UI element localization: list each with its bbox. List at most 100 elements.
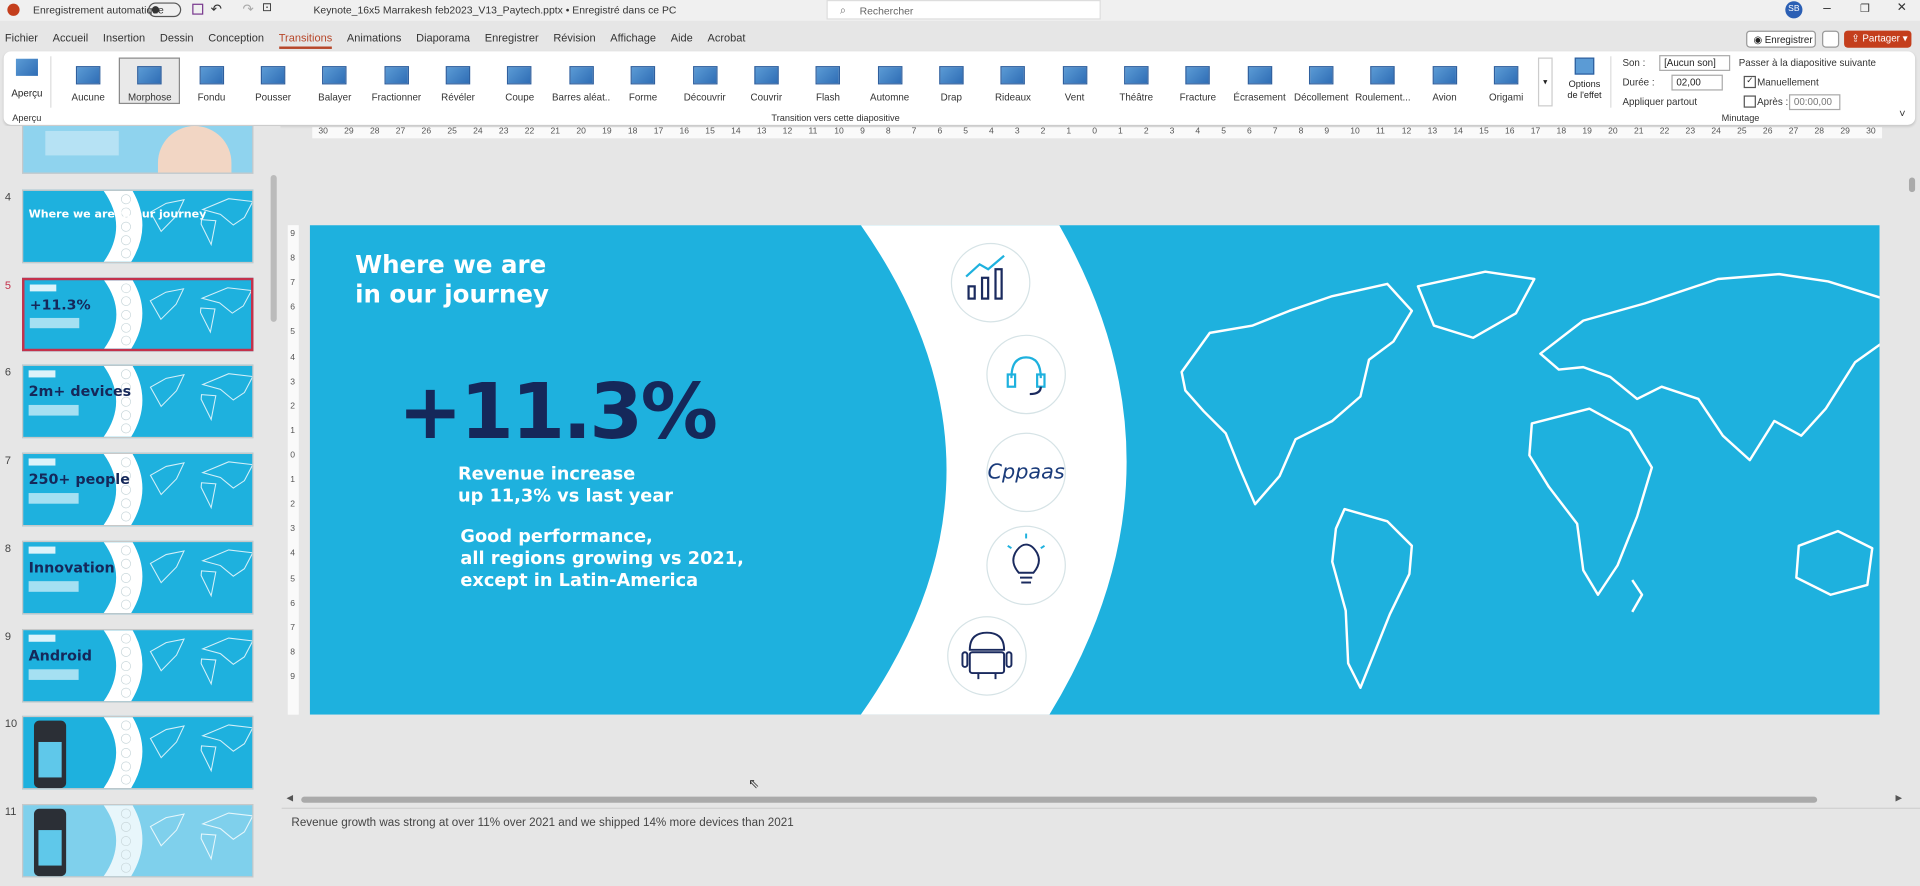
search-box[interactable]: ⌕ Rechercher bbox=[826, 0, 1101, 20]
thumbnail-icon bbox=[120, 660, 131, 671]
ruler-label: 26 bbox=[421, 127, 432, 136]
slide-thumbnail[interactable]: Android bbox=[22, 628, 254, 702]
ruler-label: 20 bbox=[1608, 127, 1618, 136]
ribbon-tab[interactable]: Affichage bbox=[610, 31, 657, 45]
preview-button[interactable]: Aperçu bbox=[10, 56, 44, 105]
collapse-ribbon[interactable]: ˅ bbox=[1899, 107, 1906, 120]
slide-thumbnail[interactable]: 250+ people bbox=[22, 452, 254, 527]
thumbnail-icon bbox=[121, 283, 132, 293]
transition-icon bbox=[692, 66, 717, 85]
vertical-ruler: 9 8 7 6 5 4 3 2 1 0 1 2 3 4 5 6 7 8 9 bbox=[287, 225, 299, 715]
ruler-label: 13 bbox=[1427, 127, 1438, 136]
transition-option[interactable]: Balayer bbox=[304, 58, 365, 105]
transition-option[interactable]: Forme bbox=[612, 58, 673, 105]
transition-option[interactable]: Fondu bbox=[181, 58, 242, 105]
transition-label: Coupe bbox=[505, 91, 535, 103]
scroll-left[interactable]: ◀ bbox=[286, 794, 294, 803]
minimize-button[interactable]: – bbox=[1823, 1, 1831, 16]
save-button[interactable] bbox=[192, 3, 204, 15]
user-avatar[interactable]: SB bbox=[1785, 1, 1803, 19]
transition-option[interactable]: Automne bbox=[859, 58, 920, 105]
notes-text[interactable]: Revenue growth was strong at over 11% ov… bbox=[291, 816, 794, 830]
close-button[interactable]: ✕ bbox=[1896, 1, 1908, 15]
autosave-toggle[interactable] bbox=[148, 2, 182, 18]
transition-option[interactable]: Origami bbox=[1476, 58, 1537, 105]
ribbon-tab[interactable]: Diaporama bbox=[416, 31, 471, 45]
thumbnail-map bbox=[149, 461, 254, 510]
transition-option[interactable]: Flash bbox=[797, 58, 858, 105]
horizontal-scrollbar[interactable] bbox=[301, 796, 1818, 803]
transition-option[interactable]: Révéler bbox=[427, 58, 488, 105]
thumbnail-map bbox=[149, 549, 254, 598]
transition-option[interactable]: Coupe bbox=[489, 58, 550, 105]
mouse-cursor: ⇖ bbox=[748, 777, 760, 792]
transition-icon bbox=[1000, 66, 1026, 85]
present-button[interactable]: ⊡ bbox=[262, 1, 273, 15]
transition-option[interactable]: Découvrir bbox=[674, 58, 735, 105]
effect-options-button[interactable]: Options de l'effet bbox=[1562, 56, 1606, 110]
ruler-label: 9 bbox=[290, 230, 295, 239]
transition-option[interactable]: Rideaux bbox=[982, 58, 1043, 105]
transition-option[interactable]: Pousser bbox=[243, 58, 304, 105]
sound-label: Son : bbox=[1622, 57, 1646, 69]
transition-option[interactable]: Fractionner bbox=[366, 58, 427, 105]
after-checkbox[interactable] bbox=[1743, 95, 1756, 108]
ruler-label: 21 bbox=[1633, 127, 1644, 136]
transition-option[interactable]: Aucune bbox=[58, 58, 119, 105]
ruler-label: 17 bbox=[653, 127, 664, 136]
maximize-button[interactable]: ❐ bbox=[1860, 2, 1870, 15]
transition-option[interactable]: Morphose bbox=[119, 57, 181, 105]
transition-option[interactable]: Théâtre bbox=[1106, 58, 1167, 105]
apply-all-button[interactable]: Appliquer partout bbox=[1622, 96, 1698, 108]
comments-button[interactable] bbox=[1822, 30, 1840, 48]
ruler-label: 15 bbox=[705, 127, 715, 136]
pane-scrollbar[interactable] bbox=[270, 174, 277, 322]
thumbnail-icon bbox=[120, 194, 131, 205]
undo-button[interactable]: ↶ bbox=[210, 2, 222, 18]
slide-number: 10 bbox=[4, 717, 18, 730]
ribbon-tab[interactable]: Acrobat bbox=[707, 31, 746, 45]
ribbon-tab[interactable]: Accueil bbox=[52, 31, 89, 45]
ribbon-tab[interactable]: Révision bbox=[553, 31, 596, 45]
slide-thumbnail[interactable] bbox=[22, 803, 254, 878]
ribbon-tab[interactable]: Fichier bbox=[4, 31, 38, 45]
transition-option[interactable]: Fracture bbox=[1167, 58, 1228, 105]
slide-thumbnail[interactable]: Innovation bbox=[22, 540, 254, 615]
slide-thumbnail[interactable] bbox=[22, 716, 254, 790]
transition-option[interactable]: Couvrir bbox=[736, 58, 797, 105]
ruler-label: 12 bbox=[1401, 127, 1412, 136]
ribbon-tab[interactable]: Dessin bbox=[159, 31, 194, 45]
transition-icon bbox=[630, 66, 656, 85]
ribbon-tab[interactable]: Conception bbox=[208, 31, 265, 45]
on-click-checkbox[interactable]: ✓ bbox=[1743, 75, 1756, 89]
transition-option[interactable]: Barres aléat... bbox=[551, 58, 612, 105]
slide-thumbnail[interactable]: +11.3% bbox=[22, 277, 254, 351]
redo-button[interactable]: ↷ bbox=[242, 2, 254, 18]
slide-thumbnail[interactable]: Where we are in our journey bbox=[22, 189, 254, 264]
thumbnail-icon bbox=[120, 734, 131, 744]
editor-scrollbar[interactable] bbox=[1908, 177, 1916, 193]
duration-input[interactable]: 02,00 bbox=[1671, 74, 1723, 91]
ribbon-tab[interactable]: Insertion bbox=[102, 31, 146, 45]
ribbon-tab[interactable]: Aide bbox=[670, 31, 693, 45]
after-input[interactable]: 00:00,00 bbox=[1788, 94, 1841, 111]
thumbnail-arc bbox=[103, 454, 143, 526]
ribbon-tab[interactable]: Animations bbox=[346, 31, 402, 45]
transition-option[interactable]: Écrasement bbox=[1229, 58, 1290, 105]
ruler-label: 9 bbox=[290, 673, 295, 682]
scroll-right[interactable]: ▶ bbox=[1895, 794, 1903, 803]
transition-option[interactable]: Décollement bbox=[1291, 58, 1352, 105]
transition-option[interactable]: Drap bbox=[921, 58, 982, 105]
gallery-more[interactable]: ▾ bbox=[1537, 57, 1553, 107]
share-button[interactable]: ⇪ Partager ▾ bbox=[1844, 30, 1912, 48]
ribbon-tab[interactable]: Enregistrer bbox=[484, 31, 539, 45]
record-button[interactable]: ◉ Enregistrer bbox=[1746, 30, 1816, 48]
transition-icon bbox=[877, 66, 902, 85]
transition-option[interactable]: Vent bbox=[1044, 58, 1105, 105]
ribbon-tab[interactable]: Transitions bbox=[278, 32, 333, 49]
sound-select[interactable]: [Aucun son] bbox=[1659, 55, 1731, 71]
transition-option[interactable]: Avion bbox=[1414, 58, 1475, 105]
slide-thumbnail[interactable]: 2m+ devices bbox=[22, 365, 254, 439]
transition-option[interactable]: Roulement... bbox=[1352, 58, 1413, 105]
app-icon bbox=[7, 3, 20, 16]
